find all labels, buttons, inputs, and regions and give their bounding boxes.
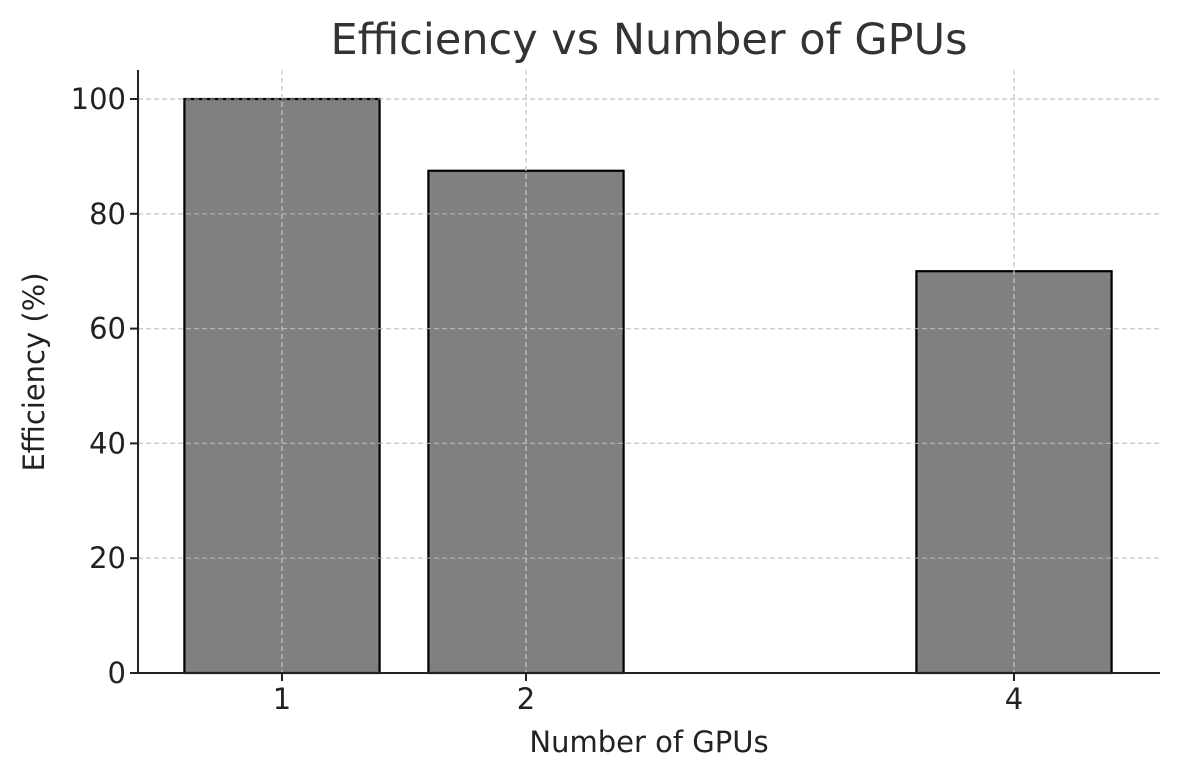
chart-title: Efficiency vs Number of GPUs — [331, 15, 968, 65]
bars — [138, 70, 1160, 675]
x-ticks: 1 2 4 — [273, 673, 1023, 716]
y-tick-label: 0 — [108, 656, 126, 690]
y-tick-label: 60 — [89, 312, 126, 346]
axes — [137, 70, 1160, 674]
y-tick-label: 100 — [71, 82, 126, 116]
y-tick-label: 80 — [89, 197, 126, 231]
y-ticks: 0 20 40 60 80 100 — [71, 82, 138, 690]
y-tick-label: 40 — [89, 426, 126, 460]
y-axis-label: Efficiency (%) — [17, 272, 51, 471]
x-tick-label: 1 — [273, 682, 291, 716]
x-tick-label: 2 — [517, 682, 535, 716]
x-axis-label: Number of GPUs — [529, 725, 768, 759]
y-tick-label: 20 — [89, 541, 126, 575]
x-tick-label: 4 — [1005, 682, 1023, 716]
